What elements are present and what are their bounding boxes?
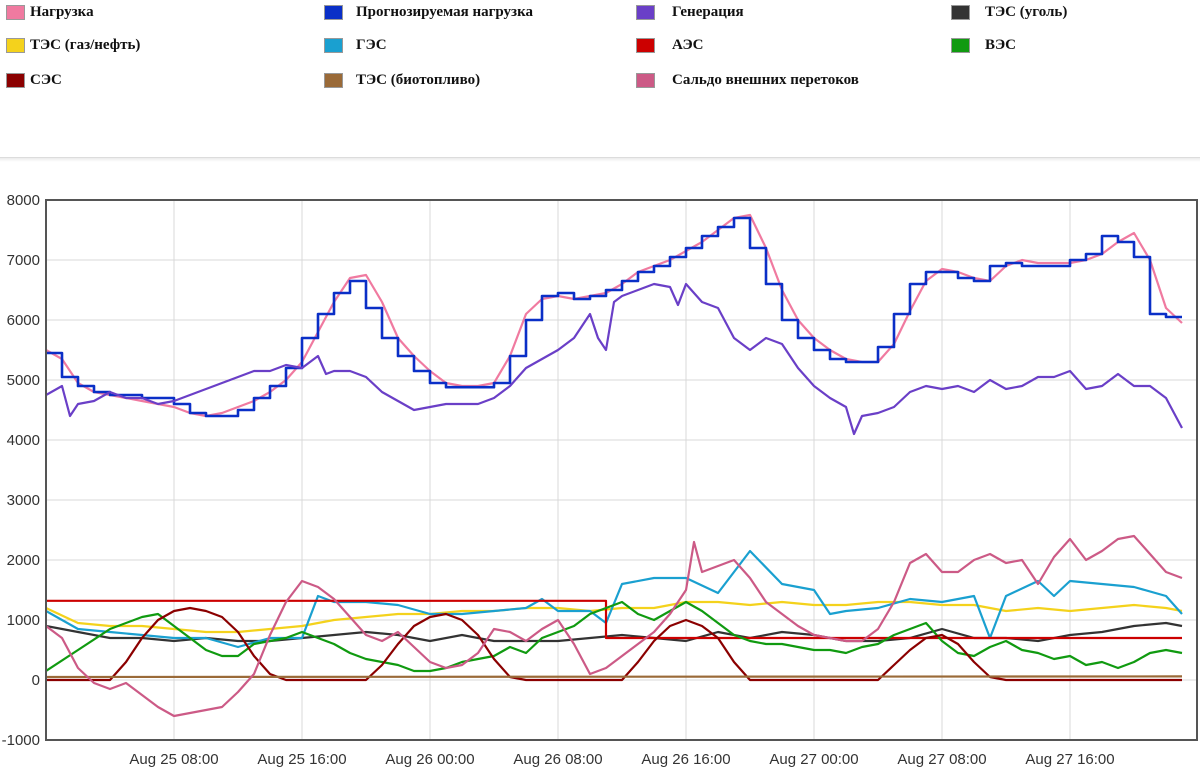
- legend-label: СЭС: [30, 71, 62, 88]
- legend-divider: [0, 157, 1200, 158]
- legend-swatch: [6, 37, 25, 53]
- y-tick-label: 5000: [7, 372, 40, 389]
- plot-frame: [45, 199, 1198, 741]
- legend-swatch: [6, 4, 25, 20]
- y-tick-label: 3000: [7, 492, 40, 509]
- legend-item[interactable]: ГЭС: [324, 35, 387, 55]
- legend-divider-shadow: [0, 158, 1200, 162]
- legend-item[interactable]: Сальдо внешних перетоков: [636, 70, 859, 90]
- series-line: [46, 599, 1182, 640]
- legend-label: АЭС: [672, 36, 704, 53]
- x-tick-label: Aug 25 08:00: [129, 751, 218, 768]
- series-line: [46, 549, 1183, 649]
- legend-label: Прогнозируемая нагрузка: [356, 3, 533, 20]
- legend-label: ГЭС: [356, 36, 387, 53]
- x-tick-label: Aug 26 16:00: [641, 751, 730, 768]
- legend-swatch: [324, 37, 343, 53]
- legend-swatch: [324, 72, 343, 88]
- legend-item[interactable]: ТЭС (уголь): [951, 2, 1067, 22]
- x-tick-label: Aug 27 00:00: [769, 751, 858, 768]
- x-tick-label: Aug 25 16:00: [257, 751, 346, 768]
- legend-swatch: [324, 4, 343, 20]
- legend-swatch: [951, 37, 970, 53]
- y-tick-label: 0: [32, 672, 40, 689]
- legend-item[interactable]: СЭС: [6, 70, 62, 90]
- legend-item[interactable]: Нагрузка: [6, 2, 94, 22]
- legend-label: Сальдо внешних перетоков: [672, 71, 859, 88]
- series-group: [46, 213, 1183, 718]
- y-tick-label: 7000: [7, 252, 40, 269]
- legend-label: ТЭС (газ/нефть): [30, 36, 141, 53]
- y-tick-label: 4000: [7, 432, 40, 449]
- legend-item[interactable]: Прогнозируемая нагрузка: [324, 2, 533, 22]
- series-line: [46, 216, 1182, 418]
- legend-label: Генерация: [672, 3, 744, 20]
- legend-swatch: [6, 72, 25, 88]
- x-tick-label: Aug 27 08:00: [897, 751, 986, 768]
- legend-label: ТЭС (уголь): [985, 3, 1068, 20]
- series-line: [46, 606, 1182, 682]
- series-line: [46, 534, 1183, 718]
- series-line: [46, 600, 1183, 673]
- y-tick-label: 6000: [7, 312, 40, 329]
- y-tick-label: 2000: [7, 552, 40, 569]
- legend-item[interactable]: ВЭС: [951, 35, 1016, 55]
- legend-swatch: [636, 4, 655, 20]
- series-line: [46, 282, 1183, 436]
- legend-swatch: [636, 37, 655, 53]
- legend-item[interactable]: ТЭС (биотопливо): [324, 70, 480, 90]
- x-tick-label: Aug 26 00:00: [385, 751, 474, 768]
- y-tick-label: 1000: [7, 612, 40, 629]
- x-tick-label: Aug 27 16:00: [1025, 751, 1114, 768]
- series-line: [46, 675, 1183, 679]
- y-tick-label: 8000: [7, 192, 40, 209]
- y-tick-label: -1000: [2, 732, 40, 749]
- legend-swatch: [951, 4, 970, 20]
- legend-label: ТЭС (биотопливо): [356, 71, 481, 88]
- chart-legend: Нагрузка Прогнозируемая нагрузка Генерация…: [0, 0, 1200, 100]
- legend-label: ВЭС: [985, 36, 1017, 53]
- legend-item[interactable]: ТЭС (газ/нефть): [6, 35, 140, 55]
- x-tick-label: Aug 26 08:00: [513, 751, 602, 768]
- legend-item[interactable]: АЭС: [636, 35, 703, 55]
- legend-swatch: [636, 72, 655, 88]
- series-line: [46, 213, 1183, 418]
- legend-label: Нагрузка: [30, 3, 94, 20]
- legend-item[interactable]: Генерация: [636, 2, 744, 22]
- series-line: [46, 600, 1183, 634]
